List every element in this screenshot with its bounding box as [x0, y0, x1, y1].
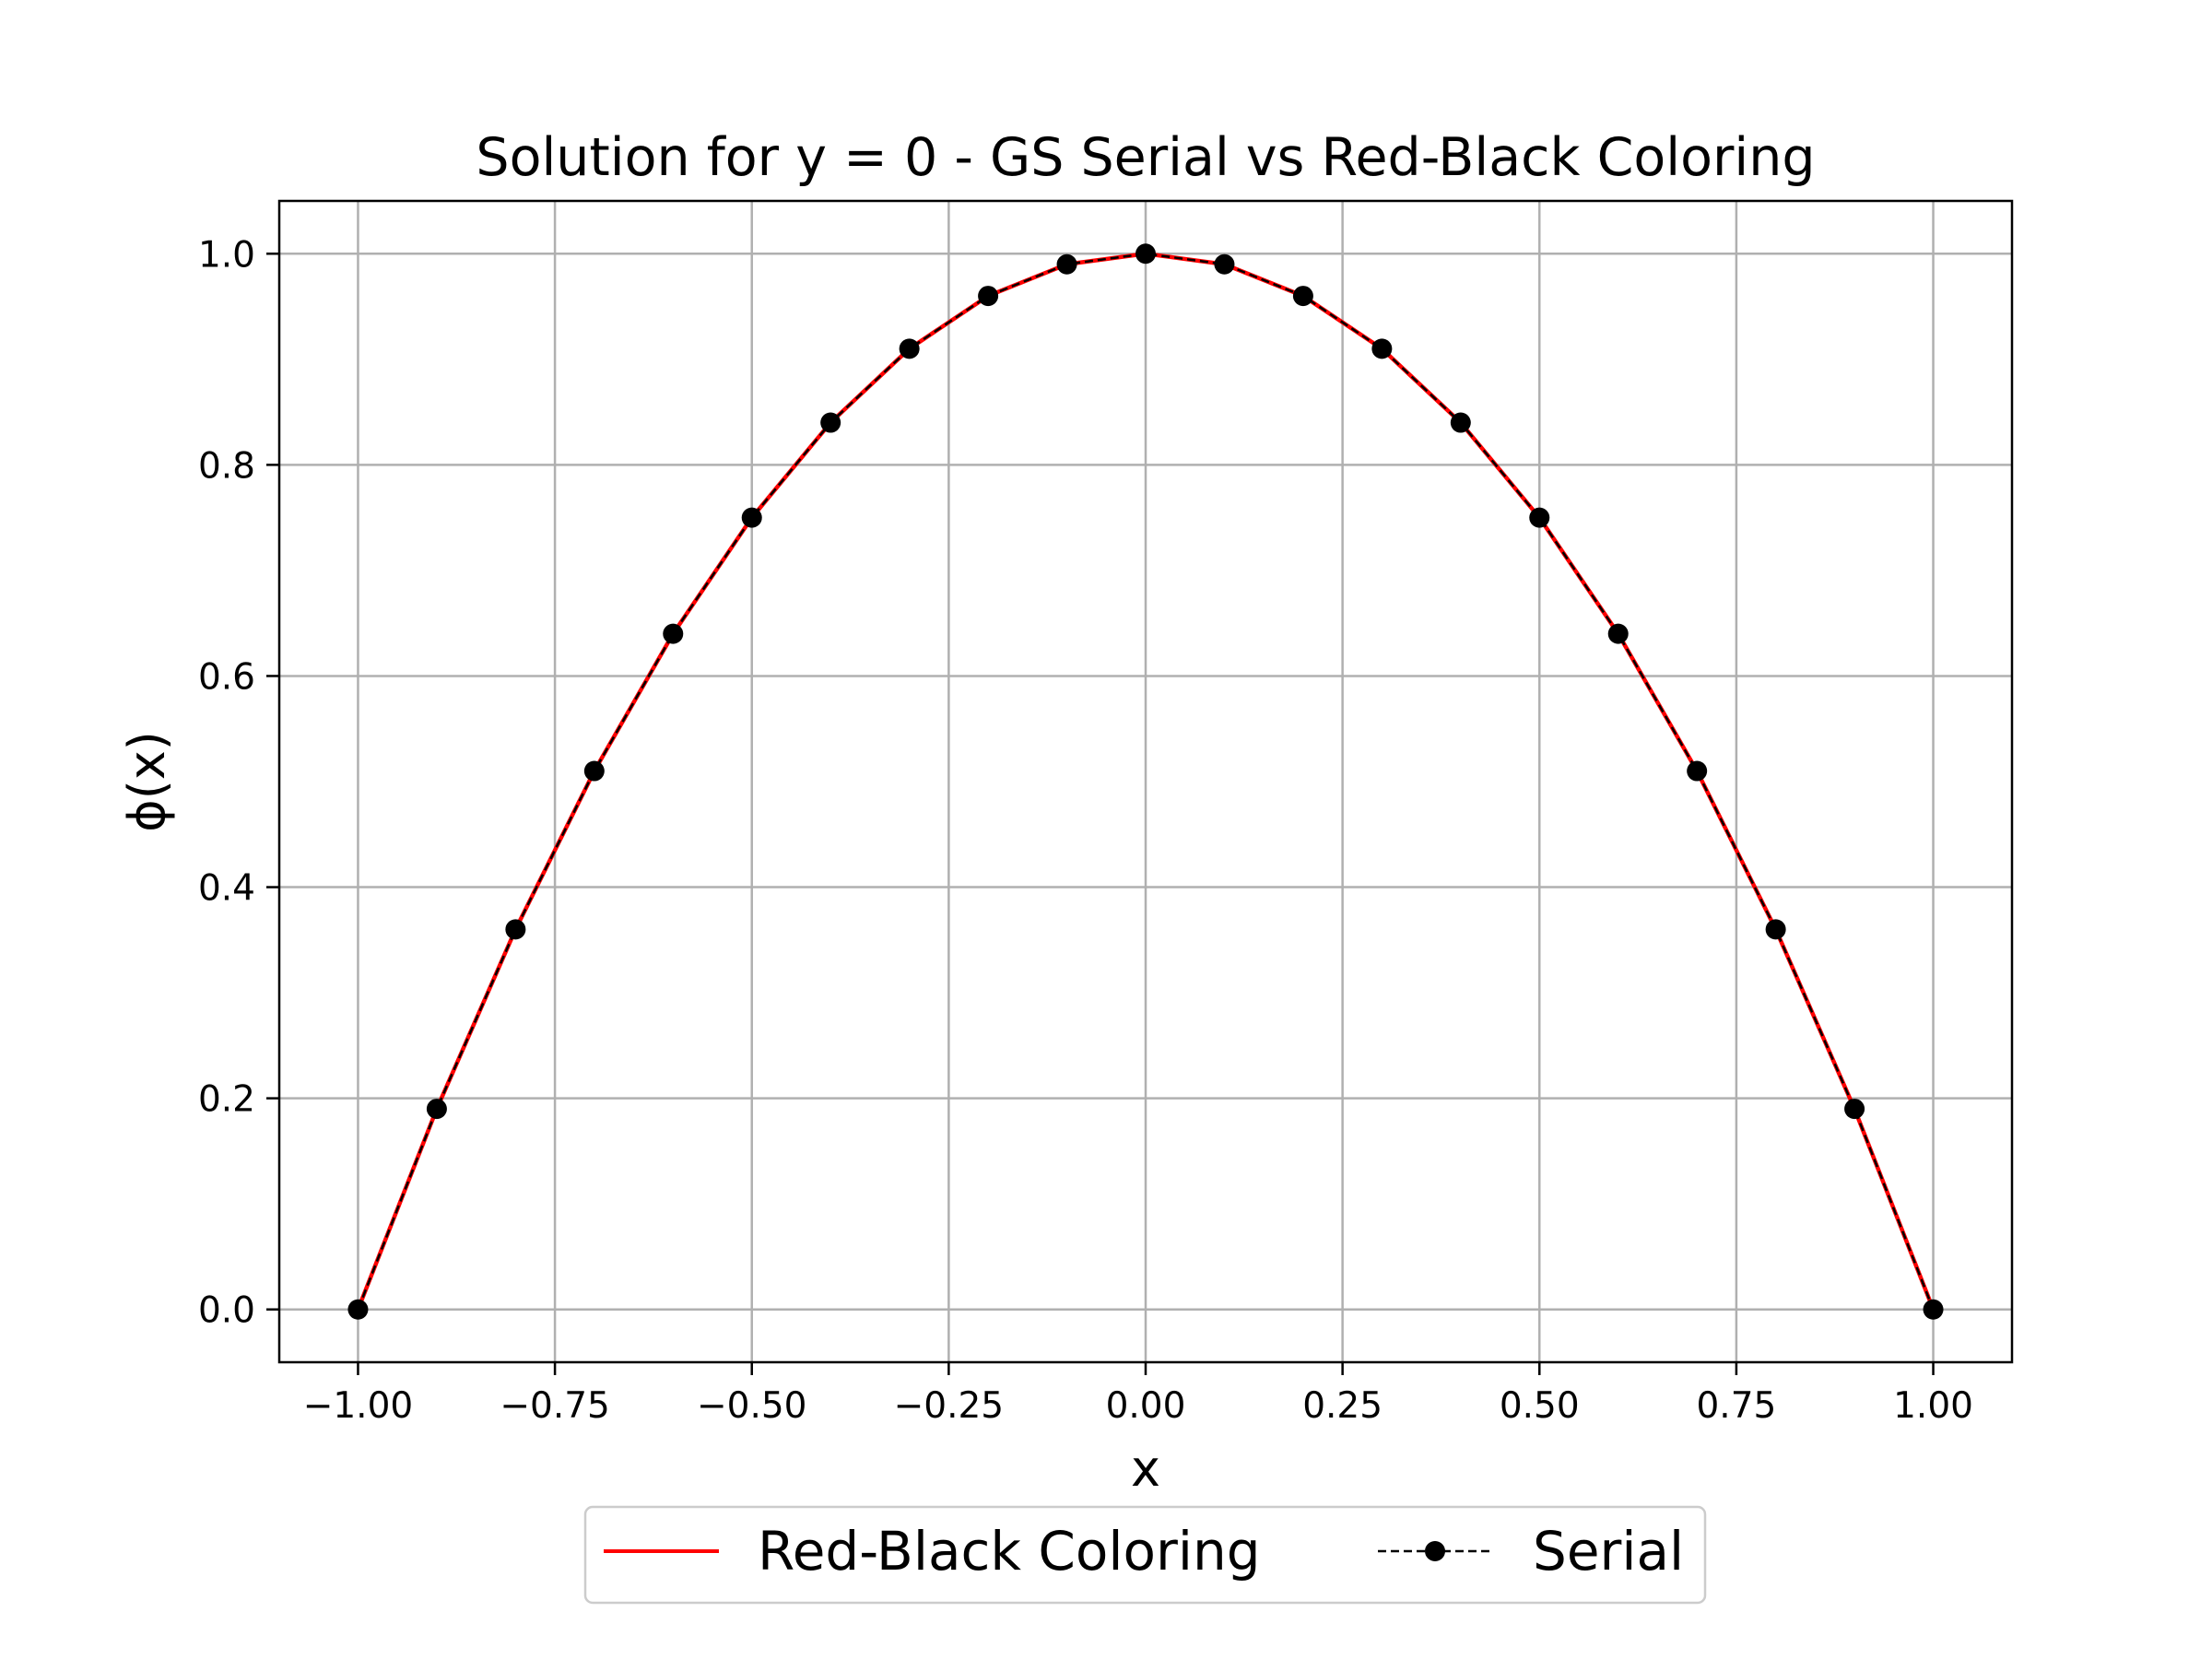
legend-label-serial: Serial	[1533, 1520, 1684, 1583]
y-tick-label: 1.0	[198, 234, 255, 276]
chart-title: Solution for y = 0 - GS Serial vs Red-Bl…	[476, 127, 1815, 188]
data-point-serial	[1214, 253, 1235, 275]
y-tick-label: 0.8	[198, 445, 255, 487]
x-tick-label: −0.75	[500, 1385, 610, 1427]
plot-series	[347, 243, 1944, 1320]
legend: Red-Black Coloring Serial	[583, 1505, 1707, 1605]
x-tick-label: −1.00	[303, 1385, 414, 1427]
data-point-serial	[505, 919, 526, 940]
data-point-serial	[347, 1299, 369, 1320]
x-tick-label: −0.25	[894, 1385, 1005, 1427]
y-tick-label: 0.4	[198, 868, 255, 910]
x-tick-label: 0.75	[1696, 1385, 1776, 1427]
legend-box	[583, 1505, 1707, 1605]
data-point-serial	[1529, 507, 1550, 528]
data-point-serial	[1844, 1099, 1865, 1120]
data-point-serial	[741, 507, 762, 528]
y-axis-label: ϕ(x)	[118, 731, 176, 832]
x-tick-label: 0.50	[1500, 1385, 1580, 1427]
x-tick-label: 0.25	[1302, 1385, 1382, 1427]
data-point-serial	[1450, 412, 1471, 433]
data-point-serial	[978, 286, 999, 307]
y-tick-label: 0.2	[198, 1079, 255, 1121]
data-point-serial	[1292, 286, 1313, 307]
data-point-serial	[899, 338, 920, 359]
data-point-serial	[426, 1099, 447, 1120]
x-axis-label: x	[1131, 1440, 1160, 1498]
data-point-serial	[1371, 338, 1393, 359]
y-tick-label: 0.6	[198, 656, 255, 698]
x-tick-label: −0.50	[697, 1385, 807, 1427]
data-point-serial	[583, 760, 605, 782]
data-point-serial	[1607, 623, 1629, 644]
data-point-serial	[1135, 243, 1156, 265]
axis-ticks: −1.00 −0.75 −0.50 −0.25 0.00 0.25 0.50 0.75 1.00…	[198, 234, 1973, 1427]
legend-marker-serial	[1425, 1541, 1445, 1561]
data-point-serial	[1765, 919, 1786, 940]
data-point-serial	[820, 412, 841, 433]
data-point-serial	[1687, 760, 1708, 782]
data-point-serial	[663, 623, 684, 644]
x-tick-label: 0.00	[1106, 1385, 1186, 1427]
x-tick-label: 1.00	[1893, 1385, 1973, 1427]
data-point-serial	[1923, 1299, 1944, 1320]
y-tick-label: 0.0	[198, 1290, 255, 1332]
legend-label-red-black: Red-Black Coloring	[758, 1520, 1261, 1583]
data-point-serial	[1056, 253, 1077, 275]
